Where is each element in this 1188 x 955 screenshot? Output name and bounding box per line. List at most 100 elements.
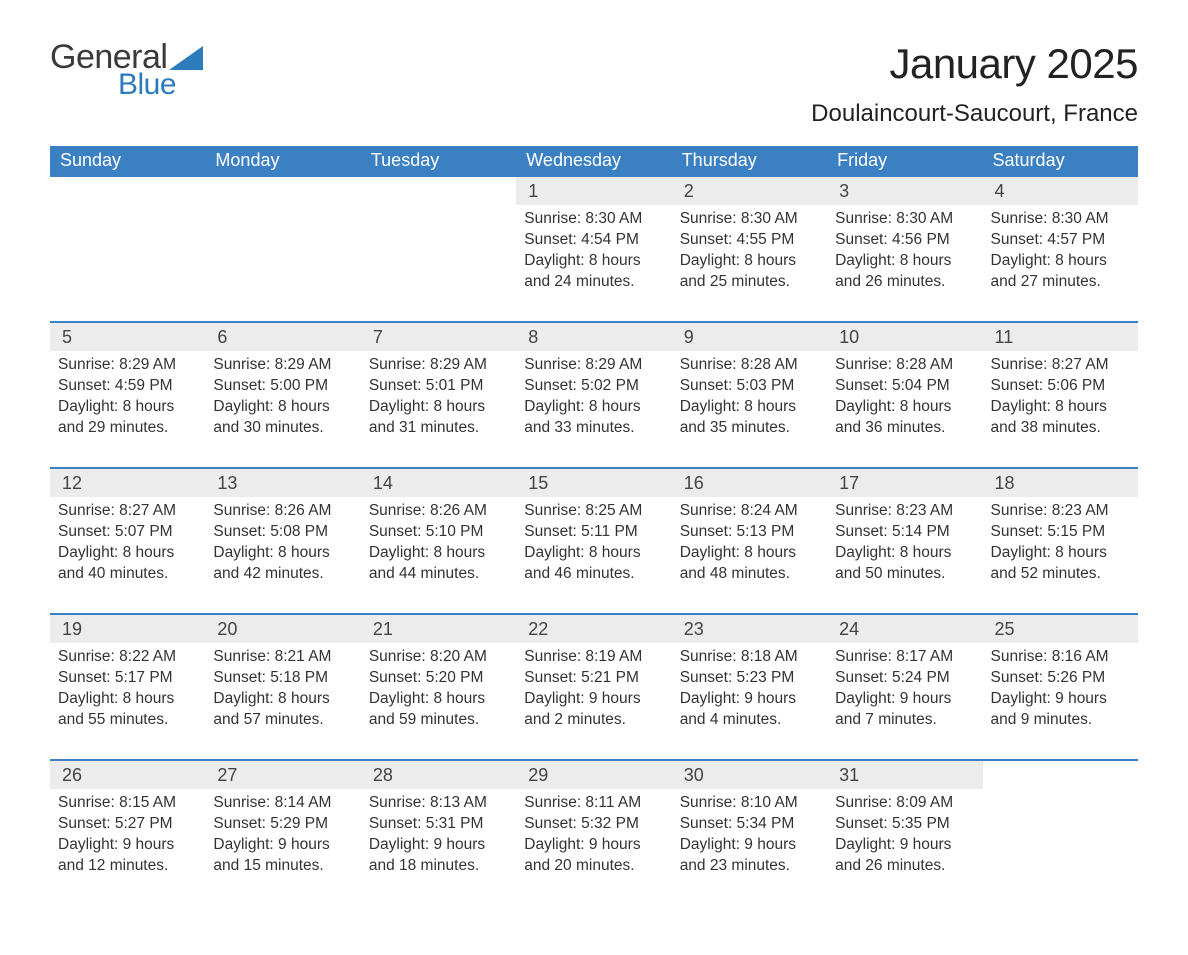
sunrise-text: Sunrise: 8:17 AM: [835, 647, 974, 668]
daylight-text: Daylight: 8 hours and 27 minutes.: [991, 251, 1130, 293]
sunset-text: Sunset: 5:13 PM: [680, 522, 819, 543]
daylight-text: Daylight: 8 hours and 50 minutes.: [835, 543, 974, 585]
day-number: 14: [363, 473, 393, 493]
calendar-week-row: 12Sunrise: 8:27 AMSunset: 5:07 PMDayligh…: [50, 468, 1138, 614]
sunrise-text: Sunrise: 8:29 AM: [369, 355, 508, 376]
day-number: 3: [829, 181, 849, 201]
weekday-header: Tuesday: [361, 146, 516, 177]
calendar-day-cell: 25Sunrise: 8:16 AMSunset: 5:26 PMDayligh…: [983, 614, 1138, 760]
sunrise-text: Sunrise: 8:27 AM: [991, 355, 1130, 376]
daylight-text: Daylight: 9 hours and 9 minutes.: [991, 689, 1130, 731]
calendar-day-cell: 5Sunrise: 8:29 AMSunset: 4:59 PMDaylight…: [50, 322, 205, 468]
calendar-day-cell: 4Sunrise: 8:30 AMSunset: 4:57 PMDaylight…: [983, 177, 1138, 322]
daylight-text: Daylight: 9 hours and 26 minutes.: [835, 835, 974, 877]
daylight-text: Daylight: 8 hours and 57 minutes.: [213, 689, 352, 731]
day-number: 11: [985, 327, 1014, 347]
sunrise-text: Sunrise: 8:29 AM: [213, 355, 352, 376]
daylight-text: Daylight: 8 hours and 33 minutes.: [524, 397, 663, 439]
day-number: 17: [829, 473, 859, 493]
weekday-header: Sunday: [50, 146, 205, 177]
day-number: 16: [674, 473, 704, 493]
sunset-text: Sunset: 5:17 PM: [58, 668, 197, 689]
sunset-text: Sunset: 5:03 PM: [680, 376, 819, 397]
day-number: 31: [829, 765, 859, 785]
sunset-text: Sunset: 4:56 PM: [835, 230, 974, 251]
sunset-text: Sunset: 5:27 PM: [58, 814, 197, 835]
day-number: 10: [829, 327, 859, 347]
sunrise-text: Sunrise: 8:30 AM: [680, 209, 819, 230]
daylight-text: Daylight: 8 hours and 52 minutes.: [991, 543, 1130, 585]
daylight-text: Daylight: 8 hours and 38 minutes.: [991, 397, 1130, 439]
sunrise-text: Sunrise: 8:30 AM: [991, 209, 1130, 230]
sunrise-text: Sunrise: 8:09 AM: [835, 793, 974, 814]
sunset-text: Sunset: 4:59 PM: [58, 376, 197, 397]
sunrise-text: Sunrise: 8:24 AM: [680, 501, 819, 522]
calendar-day-cell: 23Sunrise: 8:18 AMSunset: 5:23 PMDayligh…: [672, 614, 827, 760]
sunrise-text: Sunrise: 8:19 AM: [524, 647, 663, 668]
daylight-text: Daylight: 8 hours and 48 minutes.: [680, 543, 819, 585]
calendar-document: General Blue January 2025 Doulaincourt-S…: [0, 0, 1188, 955]
weekday-header: Monday: [205, 146, 360, 177]
day-number: 26: [52, 765, 82, 785]
sunset-text: Sunset: 5:34 PM: [680, 814, 819, 835]
calendar-day-cell: 10Sunrise: 8:28 AMSunset: 5:04 PMDayligh…: [827, 322, 982, 468]
day-number: 5: [52, 327, 72, 347]
sunrise-text: Sunrise: 8:13 AM: [369, 793, 508, 814]
calendar-day-cell: 30Sunrise: 8:10 AMSunset: 5:34 PMDayligh…: [672, 760, 827, 905]
calendar-day-cell: 24Sunrise: 8:17 AMSunset: 5:24 PMDayligh…: [827, 614, 982, 760]
title-block: January 2025 Doulaincourt-Saucourt, Fran…: [811, 40, 1138, 128]
calendar-day-cell: 0: [983, 760, 1138, 905]
sunrise-text: Sunrise: 8:20 AM: [369, 647, 508, 668]
day-number: 23: [674, 619, 704, 639]
day-number: 19: [52, 619, 82, 639]
calendar-day-cell: 31Sunrise: 8:09 AMSunset: 5:35 PMDayligh…: [827, 760, 982, 905]
day-number: 2: [674, 181, 694, 201]
sunset-text: Sunset: 5:32 PM: [524, 814, 663, 835]
sunset-text: Sunset: 5:01 PM: [369, 376, 508, 397]
calendar-day-cell: 2Sunrise: 8:30 AMSunset: 4:55 PMDaylight…: [672, 177, 827, 322]
calendar-day-cell: 12Sunrise: 8:27 AMSunset: 5:07 PMDayligh…: [50, 468, 205, 614]
daylight-text: Daylight: 8 hours and 29 minutes.: [58, 397, 197, 439]
sunrise-text: Sunrise: 8:23 AM: [835, 501, 974, 522]
daylight-text: Daylight: 8 hours and 24 minutes.: [524, 251, 663, 293]
calendar-day-cell: 8Sunrise: 8:29 AMSunset: 5:02 PMDaylight…: [516, 322, 671, 468]
calendar-day-cell: 26 Sunrise: 8:15 AMSunset: 5:27 PMDayligh…: [50, 760, 205, 905]
day-number: 18: [985, 473, 1015, 493]
day-number: 8: [518, 327, 538, 347]
day-number: 6: [207, 327, 227, 347]
day-number: 15: [518, 473, 548, 493]
daylight-text: Daylight: 8 hours and 46 minutes.: [524, 543, 663, 585]
sunset-text: Sunset: 5:11 PM: [524, 522, 663, 543]
sunset-text: Sunset: 5:08 PM: [213, 522, 352, 543]
sunset-text: Sunset: 5:21 PM: [524, 668, 663, 689]
sunset-text: Sunset: 5:20 PM: [369, 668, 508, 689]
calendar-day-cell: 20Sunrise: 8:21 AMSunset: 5:18 PMDayligh…: [205, 614, 360, 760]
weekday-header: Friday: [827, 146, 982, 177]
calendar-day-cell: 15 Sunrise: 8:25 AMSunset: 5:11 PMDayligh…: [516, 468, 671, 614]
sunset-text: Sunset: 5:02 PM: [524, 376, 663, 397]
daylight-text: Daylight: 8 hours and 44 minutes.: [369, 543, 508, 585]
day-number: 4: [985, 181, 1005, 201]
sunrise-text: Sunrise: 8:26 AM: [369, 501, 508, 522]
daylight-text: Daylight: 9 hours and 12 minutes.: [58, 835, 197, 877]
weekday-header: Saturday: [983, 146, 1138, 177]
calendar-day-cell: 6Sunrise: 8:29 AMSunset: 5:00 PMDaylight…: [205, 322, 360, 468]
sunrise-text: Sunrise: 8:23 AM: [991, 501, 1130, 522]
sunrise-text: Sunrise: 8:15 AM: [58, 793, 197, 814]
sunset-text: Sunset: 5:10 PM: [369, 522, 508, 543]
daylight-text: Daylight: 8 hours and 59 minutes.: [369, 689, 508, 731]
day-number: 27: [207, 765, 237, 785]
day-number: 30: [674, 765, 704, 785]
sunrise-text: Sunrise: 8:26 AM: [213, 501, 352, 522]
calendar-week-row: 26Sunrise: 8:15 AMSunset: 5:27 PMDayligh…: [50, 760, 1138, 905]
sunrise-text: Sunrise: 8:25 AM: [524, 501, 663, 522]
sunrise-text: Sunrise: 8:22 AM: [58, 647, 197, 668]
sunset-text: Sunset: 5:29 PM: [213, 814, 352, 835]
sunset-text: Sunset: 4:55 PM: [680, 230, 819, 251]
daylight-text: Daylight: 9 hours and 18 minutes.: [369, 835, 508, 877]
calendar-day-cell: 9Sunrise: 8:28 AMSunset: 5:03 PMDaylight…: [672, 322, 827, 468]
sunrise-text: Sunrise: 8:11 AM: [524, 793, 663, 814]
calendar-day-cell: 28Sunrise: 8:13 AMSunset: 5:31 PMDayligh…: [361, 760, 516, 905]
daylight-text: Daylight: 9 hours and 15 minutes.: [213, 835, 352, 877]
day-number: 25: [985, 619, 1015, 639]
